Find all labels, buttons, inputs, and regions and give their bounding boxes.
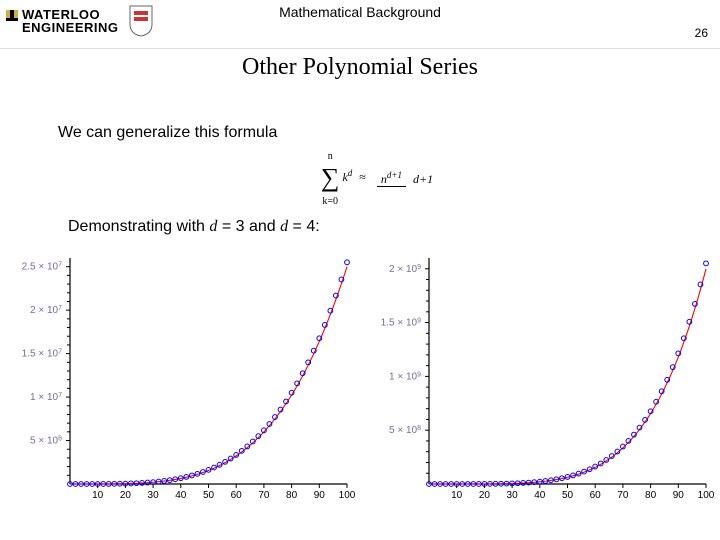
svg-text:100: 100	[339, 490, 355, 501]
svg-text:1.5 × 107: 1.5 × 107	[22, 348, 62, 360]
approx-sign: ≈	[359, 170, 366, 184]
line2-prefix: Demonstrating with	[68, 218, 209, 235]
svg-text:60: 60	[231, 490, 243, 501]
svg-text:80: 80	[645, 490, 657, 501]
crest-icon	[127, 4, 155, 38]
formula: n ∑ k=0 kd ≈ nd+1 d+1	[58, 148, 700, 208]
charts-row: 10 20 30 40 50 60 70 80 90 100 5 × 106 1 × 107 1.5 ×…	[10, 252, 720, 510]
svg-text:50: 50	[203, 490, 215, 501]
logo-text-bottom: ENGINEERING	[22, 21, 119, 34]
logo: WATERLOO ENGINEERING	[6, 4, 155, 38]
summand-exp: d	[348, 168, 353, 178]
svg-text:50: 50	[562, 490, 574, 501]
page-number: 26	[695, 26, 708, 40]
svg-text:1.5 × 109: 1.5 × 109	[381, 317, 421, 329]
sum-upper: n	[328, 151, 333, 162]
line2-mid: = 3 and	[217, 218, 280, 235]
svg-text:100: 100	[698, 490, 714, 501]
svg-text:70: 70	[258, 490, 270, 501]
d-2: d	[280, 218, 288, 235]
svg-text:2 × 109: 2 × 109	[389, 263, 421, 275]
svg-text:10: 10	[92, 490, 104, 501]
svg-text:2 × 107: 2 × 107	[30, 305, 62, 317]
svg-text:90: 90	[314, 490, 326, 501]
svg-text:80: 80	[286, 490, 298, 501]
svg-text:30: 30	[148, 490, 160, 501]
svg-text:5 × 106: 5 × 106	[30, 435, 62, 447]
sigma-icon: ∑	[321, 163, 340, 193]
header-bar: WATERLOO ENGINEERING Mathematical Backgr…	[0, 0, 720, 49]
svg-text:5 × 108: 5 × 108	[389, 425, 421, 437]
svg-text:20: 20	[479, 490, 491, 501]
svg-text:90: 90	[673, 490, 685, 501]
svg-text:40: 40	[534, 490, 546, 501]
svg-text:30: 30	[507, 490, 519, 501]
svg-text:2.5 × 107: 2.5 × 107	[22, 261, 62, 273]
frac-num-exp: d+1	[387, 170, 402, 180]
body-text: We can generalize this formula n ∑ k=0 k…	[58, 124, 700, 242]
body-line-2: Demonstrating with d = 3 and d = 4:	[68, 218, 700, 236]
svg-text:10: 10	[451, 490, 463, 501]
svg-text:1 × 107: 1 × 107	[30, 392, 62, 404]
body-line-1: We can generalize this formula	[58, 124, 700, 142]
waterloo-shield-icon	[6, 4, 18, 38]
frac-den: d+1	[409, 172, 437, 186]
svg-text:40: 40	[175, 490, 187, 501]
svg-text:70: 70	[617, 490, 629, 501]
line2-suffix: = 4:	[288, 218, 320, 235]
chart-d3: 10 20 30 40 50 60 70 80 90 100 5 × 106 1 × 107 1.5 ×…	[10, 252, 355, 510]
svg-text:20: 20	[120, 490, 132, 501]
svg-text:60: 60	[590, 490, 602, 501]
slide-title: Other Polynomial Series	[242, 54, 478, 81]
section-title: Mathematical Background	[279, 4, 441, 20]
svg-text:1 × 109: 1 × 109	[389, 371, 421, 383]
chart-d4: 10 20 30 40 50 60 70 80 90 100 5 × 108 1 × 109 1.5 ×…	[369, 252, 714, 510]
sum-lower: k=0	[322, 196, 338, 207]
